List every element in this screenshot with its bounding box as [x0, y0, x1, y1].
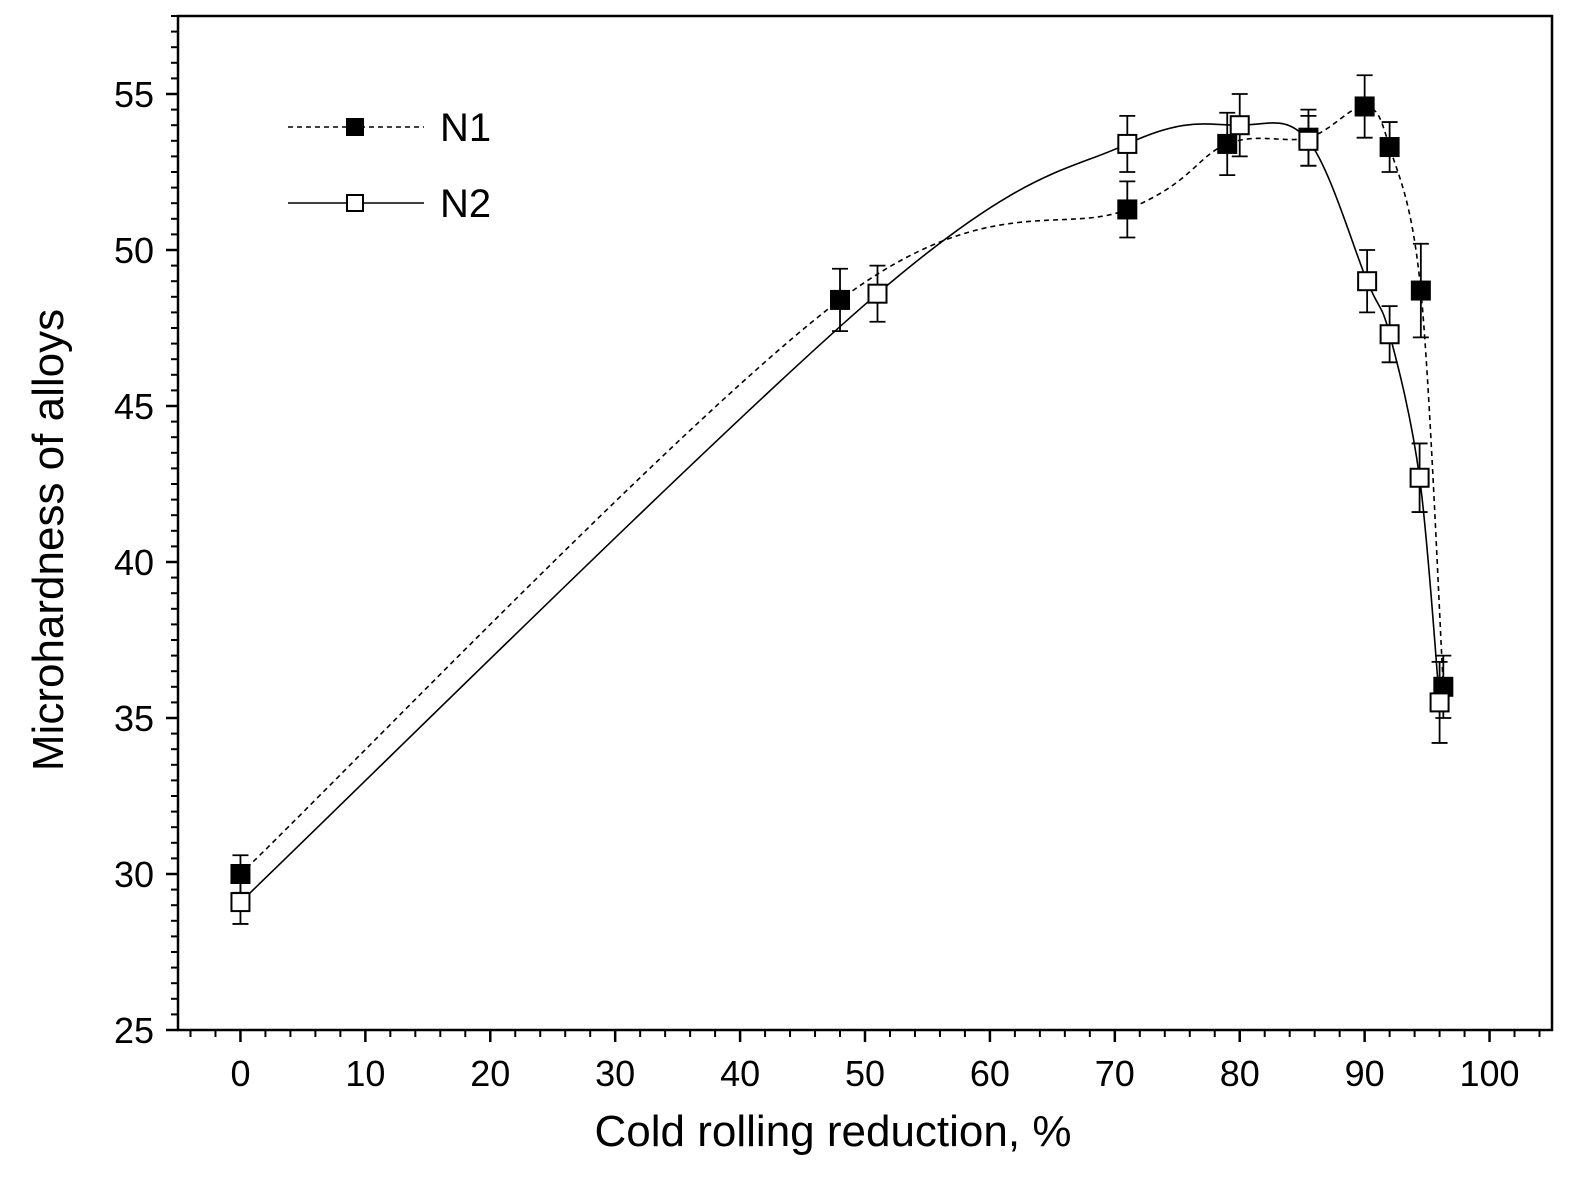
data-points	[230, 96, 1454, 913]
series-N2-point	[1229, 115, 1250, 136]
series-N2-point	[1409, 467, 1430, 488]
x-tick-label: 30	[595, 1053, 635, 1094]
y-axis-label: Microhardness of alloys	[24, 309, 73, 771]
x-tick-label: 0	[230, 1053, 250, 1094]
legend-marker-N2	[346, 194, 364, 212]
series-N2-line	[239, 122, 1441, 903]
series-N2-point	[1298, 130, 1319, 151]
legend-label-N2: N2	[440, 182, 491, 226]
series-N2-point	[1429, 692, 1450, 713]
series-N1-point	[1217, 133, 1238, 154]
x-tick-label: 100	[1460, 1053, 1520, 1094]
axis-ticks: 0 10 20 30 40 50 60 70 80 90 100 25 30 35 40 45 50 55	[114, 15, 1541, 1094]
series-N1-point	[1379, 137, 1400, 158]
y-tick-label: 30	[114, 854, 154, 895]
series-N1-point	[1117, 199, 1138, 220]
y-tick-label: 40	[114, 542, 154, 583]
series-N2-point	[1117, 133, 1138, 154]
legend-label-N1: N1	[440, 106, 491, 150]
y-tick-label: 25	[114, 1010, 154, 1051]
x-tick-label: 90	[1345, 1053, 1385, 1094]
series-N2-point	[1357, 271, 1378, 292]
legend: N1 N2	[288, 106, 491, 226]
x-tick-label: 60	[970, 1053, 1010, 1094]
y-tick-label: 35	[114, 698, 154, 739]
x-tick-label: 20	[470, 1053, 510, 1094]
series-N1-line	[239, 105, 1445, 875]
plot-frame	[176, 14, 1554, 1032]
x-tick-label: 70	[1095, 1053, 1135, 1094]
x-tick-label: 80	[1220, 1053, 1260, 1094]
y-tick-label: 45	[114, 386, 154, 427]
series-N1-point	[830, 289, 851, 310]
series-N2-point	[1379, 324, 1400, 345]
x-axis-label: Cold rolling reduction, %	[595, 1107, 1072, 1156]
series-N2-point	[230, 892, 251, 913]
legend-marker-N1	[346, 118, 364, 136]
fit-curves	[239, 105, 1445, 903]
x-tick-label: 40	[720, 1053, 760, 1094]
y-tick-label: 55	[114, 74, 154, 115]
y-tick-label: 50	[114, 230, 154, 271]
series-N1-point	[1410, 280, 1431, 301]
series-N1-point	[230, 864, 251, 884]
series-N1-point	[1354, 96, 1375, 117]
x-tick-label: 10	[345, 1053, 385, 1094]
series-N2-point	[867, 283, 888, 304]
x-tick-label: 50	[845, 1053, 885, 1094]
